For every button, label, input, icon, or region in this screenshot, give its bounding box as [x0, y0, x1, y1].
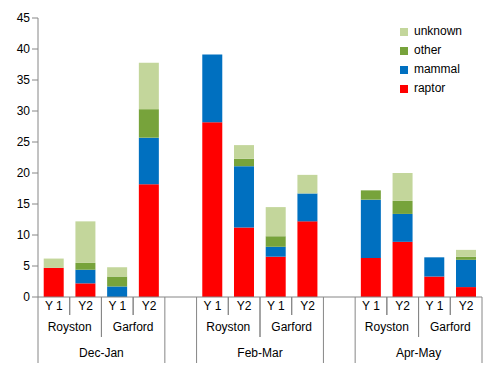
svg-text:Y2: Y2 [237, 299, 252, 313]
svg-text:Y 1: Y 1 [45, 299, 63, 313]
svg-text:0: 0 [23, 290, 30, 304]
svg-text:Y 1: Y 1 [108, 299, 126, 313]
svg-text:Y 1: Y 1 [204, 299, 222, 313]
svg-text:5: 5 [23, 259, 30, 273]
html-text:mammal: mammal [414, 62, 460, 76]
svg-text:45: 45 [17, 11, 31, 25]
svg-text:Y2: Y2 [300, 299, 315, 313]
html-text:raptor: raptor [414, 81, 446, 95]
svg-text:40: 40 [17, 42, 31, 56]
svg-text:15: 15 [17, 197, 31, 211]
svg-text:Y 1: Y 1 [426, 299, 444, 313]
svg-text:Garford: Garford [271, 320, 312, 334]
svg-text:20: 20 [17, 166, 31, 180]
svg-text:Y2: Y2 [78, 299, 93, 313]
html-text:other: other [414, 43, 442, 57]
svg-text:Royston: Royston [365, 320, 409, 334]
svg-text:Garford: Garford [113, 320, 154, 334]
svg-text:Y 1: Y 1 [362, 299, 380, 313]
svg-text:Apr-May: Apr-May [396, 346, 441, 360]
svg-text:10: 10 [17, 228, 31, 242]
svg-text:Y2: Y2 [395, 299, 410, 313]
svg-text:30: 30 [17, 104, 31, 118]
svg-text:Y2: Y2 [142, 299, 157, 313]
svg-text:Dec-Jan: Dec-Jan [79, 346, 124, 360]
html-text:unknown: unknown [414, 24, 462, 38]
svg-text:Garford: Garford [430, 320, 471, 334]
svg-text:35: 35 [17, 73, 31, 87]
svg-text:Royston: Royston [206, 320, 250, 334]
svg-text:Royston: Royston [48, 320, 92, 334]
svg-text:25: 25 [17, 135, 31, 149]
svg-text:Y2: Y2 [459, 299, 474, 313]
svg-text:Y 1: Y 1 [267, 299, 285, 313]
svg-text:Feb-Mar: Feb-Mar [237, 346, 282, 360]
